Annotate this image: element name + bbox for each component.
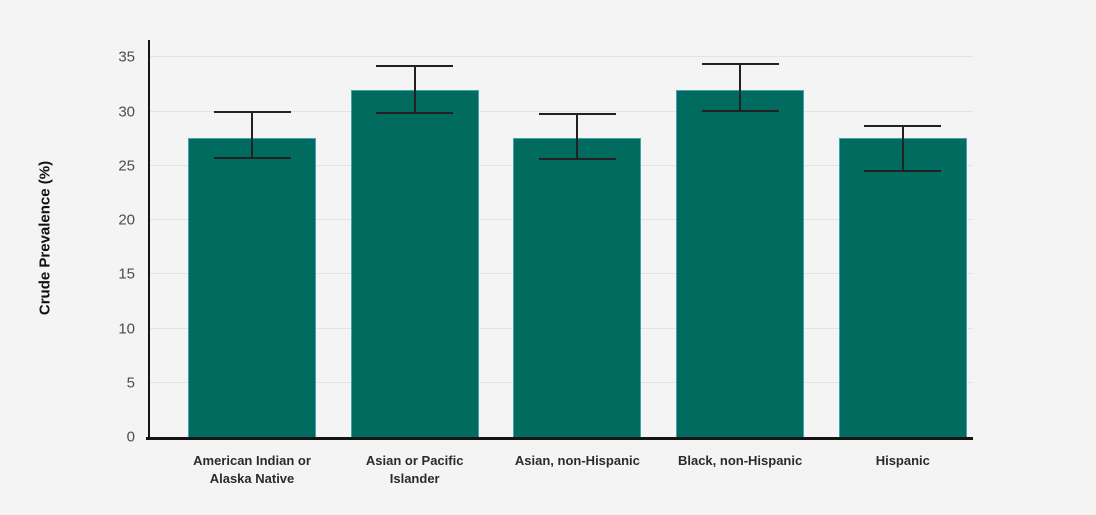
error-bar-line [251, 111, 253, 159]
bar[interactable] [513, 137, 642, 437]
x-tick-label: Asian or Pacific Islander [365, 453, 464, 486]
y-tick-label: 35 [118, 48, 135, 66]
error-bar-cap-bottom [538, 158, 616, 161]
error-bar-cap-top [213, 110, 291, 113]
y-tick-label: 20 [118, 211, 135, 229]
y-tick-label: 30 [118, 103, 135, 121]
y-axis-line [148, 40, 150, 437]
error-bar-line [901, 125, 904, 172]
y-tick-label: 25 [118, 157, 135, 175]
x-axis-line [146, 437, 973, 440]
y-tick-label: 10 [118, 320, 135, 338]
error-bar-cap-top [376, 65, 454, 68]
y-tick-label: 15 [118, 265, 135, 283]
x-tick-label: Asian, non-Hispanic [514, 453, 640, 468]
x-tick-label: American Indian or Alaska Native [193, 453, 311, 486]
bar[interactable] [188, 137, 316, 437]
error-bar-line [739, 63, 742, 111]
error-bar-line [576, 113, 579, 160]
error-bar-line [413, 66, 416, 113]
bar[interactable] [350, 89, 479, 437]
x-tick-label: Black, non-Hispanic [677, 453, 803, 468]
error-bar-cap-top [864, 124, 942, 127]
y-tick-label: 0 [126, 428, 135, 446]
y-tick-label: 5 [126, 374, 135, 392]
gridline [150, 110, 973, 112]
bar[interactable] [676, 89, 805, 437]
plot-area: 0 5 10 15 20 25 30 35 [118, 40, 973, 446]
error-bar-cap-bottom [864, 170, 942, 173]
y-axis-title-text: Crude Prevalence (%) [36, 160, 54, 316]
error-bar-cap-bottom [701, 109, 779, 112]
error-bar-cap-bottom [376, 111, 454, 114]
bar-group [350, 40, 479, 437]
x-tick-label: Hispanic [875, 453, 930, 468]
gridline [150, 56, 973, 58]
error-bar-cap-bottom [213, 157, 291, 160]
bar[interactable] [838, 137, 967, 437]
error-bar-cap-top [701, 62, 779, 65]
bar-group [513, 40, 642, 437]
bar-group [676, 40, 805, 437]
error-bar-cap-top [538, 112, 616, 115]
bar-group [188, 40, 316, 437]
bar-group [838, 40, 967, 437]
